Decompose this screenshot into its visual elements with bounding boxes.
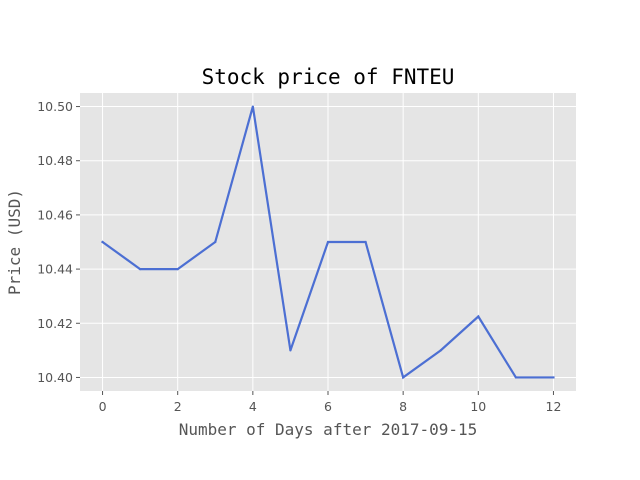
- x-tick-label: 12: [546, 399, 562, 414]
- data-point: [514, 376, 517, 379]
- data-point: [139, 267, 142, 271]
- y-tick-label: 10.40: [37, 370, 73, 385]
- data-point: [251, 105, 254, 108]
- data-point: [101, 240, 104, 244]
- y-tick-label: 10.50: [37, 99, 73, 114]
- x-axis-label: Number of Days after 2017-09-15: [179, 420, 478, 439]
- data-point: [289, 349, 292, 352]
- x-tick-label: 4: [249, 399, 257, 414]
- data-point: [176, 267, 179, 271]
- axis-ticks: 0 2 4 6 8 10 12 10.40 10.42 10.44 10.46 10.48 10.50: [37, 99, 561, 414]
- series-group: [101, 105, 555, 380]
- data-point: [439, 349, 442, 352]
- x-tick-label: 8: [399, 399, 407, 414]
- x-tick-label: 2: [174, 399, 182, 414]
- y-tick-label: 10.48: [37, 153, 73, 168]
- data-point: [326, 240, 330, 244]
- y-tick-label: 10.42: [37, 316, 73, 331]
- data-point: [552, 376, 555, 379]
- data-point: [402, 376, 405, 379]
- data-point: [477, 315, 480, 318]
- grid-lines: [80, 93, 576, 391]
- x-tick-label: 6: [324, 399, 332, 414]
- y-axis-label: Price (USD): [5, 189, 24, 295]
- x-tick-label: 10: [470, 399, 486, 414]
- y-tick-label: 10.46: [37, 207, 73, 222]
- y-tick-label: 10.44: [37, 262, 73, 277]
- data-point: [364, 240, 367, 244]
- data-point: [214, 240, 217, 244]
- chart-title: Stock price of FNTEU: [202, 65, 455, 89]
- x-tick-label: 0: [99, 399, 107, 414]
